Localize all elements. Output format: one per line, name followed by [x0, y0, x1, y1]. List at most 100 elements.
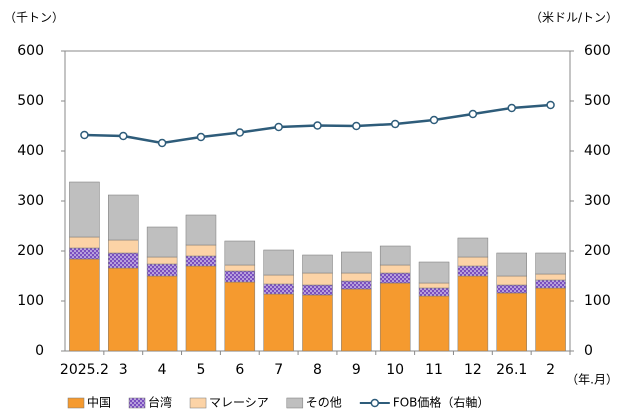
- legend-label: FOB価格（右軸）: [393, 395, 490, 410]
- y-tick-label: 200: [17, 243, 44, 259]
- y-tick-label: 500: [17, 93, 44, 109]
- y-tick-label: 300: [17, 193, 44, 209]
- bar-segment: [418, 287, 450, 297]
- bar-segment: [108, 194, 139, 241]
- x-axis-title: （年.月）: [566, 373, 618, 387]
- line-marker: [313, 121, 322, 130]
- line-marker: [235, 128, 245, 137]
- bar-segment: [146, 275, 178, 352]
- bar-segment: [263, 249, 294, 276]
- x-tick-label: 10: [386, 362, 404, 378]
- line-marker: [507, 103, 516, 113]
- y-tick-label: 100: [17, 293, 44, 309]
- bar-segment: [418, 261, 450, 284]
- line-marker: [546, 100, 555, 110]
- line-marker: [429, 115, 439, 125]
- y2-tick-label: 500: [584, 93, 611, 109]
- bar-segment: [185, 244, 217, 257]
- line-marker: [352, 121, 361, 131]
- bar-segment: [108, 267, 139, 352]
- line-marker: [274, 122, 283, 132]
- legend-swatch: [67, 397, 85, 409]
- legend-label: 中国: [87, 395, 111, 410]
- bar-segment: [379, 245, 411, 266]
- line-marker: [390, 119, 400, 129]
- bar-segment: [457, 256, 489, 267]
- x-tick-label: 5: [197, 362, 206, 378]
- bar-segment: [146, 226, 178, 258]
- x-tick-label: 4: [158, 362, 167, 378]
- x-tick-label: 12: [464, 362, 482, 378]
- x-tick-label: 26.1: [496, 362, 527, 378]
- bar-segment: [302, 254, 333, 274]
- bar-segment: [379, 282, 411, 352]
- y2-tick-label: 400: [584, 143, 611, 159]
- y2-tick-label: 200: [584, 243, 611, 259]
- bar-segment: [302, 284, 333, 296]
- bar-segment: [224, 240, 256, 266]
- bar-segment: [263, 293, 294, 352]
- bar-segment: [496, 252, 527, 277]
- legend-label: マレーシア: [209, 396, 269, 410]
- bar-segment: [224, 281, 256, 352]
- bar-segment: [535, 252, 566, 275]
- bar-segment: [496, 284, 527, 294]
- legend-swatch: [128, 397, 146, 409]
- bar-segment: [302, 272, 333, 286]
- y2-axis-title: （米ドル/トン）: [530, 11, 618, 25]
- bar-segment: [108, 239, 139, 254]
- x-tick-label: 2: [546, 362, 555, 378]
- x-tick-label: 8: [313, 362, 322, 378]
- bar-segment: [69, 236, 100, 249]
- line-marker: [119, 131, 128, 141]
- bar-segment: [224, 270, 256, 283]
- line-marker: [80, 130, 89, 140]
- bar-segment: [496, 275, 527, 286]
- legend-marker: [370, 398, 380, 408]
- legend-label: その他: [306, 396, 342, 410]
- y-tick-label: 600: [17, 43, 44, 59]
- line-marker: [468, 109, 478, 119]
- y2-tick-label: 600: [584, 43, 611, 59]
- bar-segment: [341, 280, 372, 290]
- x-tick-label: 11: [425, 362, 443, 378]
- bar-segment: [341, 272, 372, 282]
- bar-segment: [69, 247, 100, 260]
- bar-segment: [496, 292, 527, 352]
- x-tick-label: 7: [274, 362, 283, 378]
- x-tick-label: 9: [352, 362, 361, 378]
- bar-segment: [457, 265, 489, 277]
- bar-segment: [185, 214, 217, 246]
- y2-tick-label: 300: [584, 193, 611, 209]
- y-tick-label: 0: [35, 343, 44, 359]
- bar-segment: [341, 288, 372, 352]
- bar-segment: [185, 265, 217, 352]
- y-axis-title: （千トン）: [4, 11, 64, 25]
- bar-segment: [263, 274, 294, 285]
- y2-tick-label: 100: [584, 293, 611, 309]
- bar-segment: [457, 275, 489, 352]
- bar-segment: [457, 237, 489, 258]
- bar-segment: [224, 264, 256, 272]
- bar-segment: [379, 264, 411, 274]
- bar-segment: [146, 256, 178, 265]
- x-tick-label: 2025.2: [60, 362, 109, 378]
- legend-swatch: [189, 397, 207, 409]
- bar-segment: [418, 295, 450, 352]
- y-tick-label: 400: [17, 143, 44, 159]
- x-tick-label: 6: [235, 362, 244, 378]
- bar-segment: [535, 287, 566, 352]
- bar-segment: [341, 251, 372, 274]
- bar-segment: [418, 282, 450, 289]
- bar-segment: [69, 258, 100, 352]
- bar-segment: [535, 279, 566, 289]
- bar-segment: [379, 272, 411, 284]
- bar-segment: [535, 273, 566, 281]
- bar-segment: [146, 263, 178, 277]
- legend-swatch: [286, 397, 304, 409]
- legend-label: 台湾: [148, 395, 172, 410]
- x-tick-label: 3: [119, 362, 128, 378]
- y2-tick-label: 0: [584, 343, 593, 359]
- line-marker: [196, 132, 206, 142]
